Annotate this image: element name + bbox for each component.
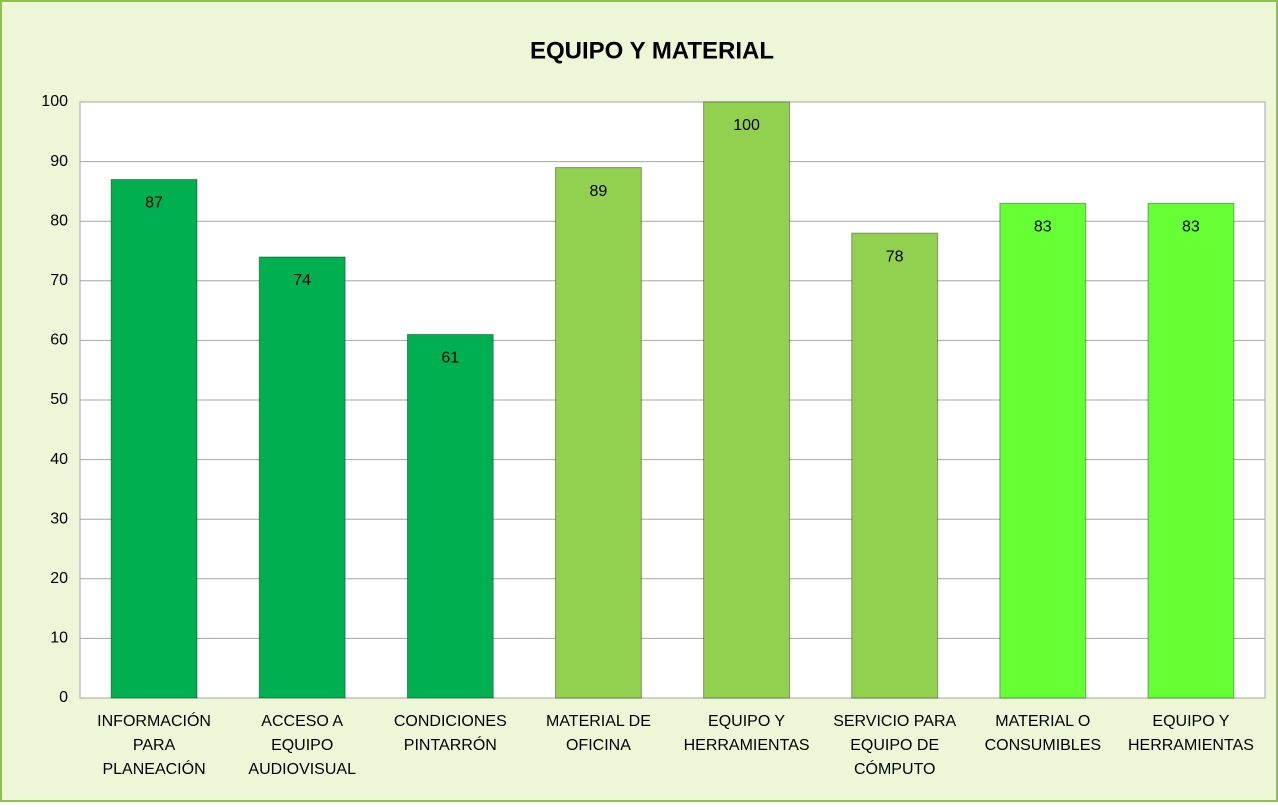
bar — [851, 232, 939, 699]
x-tick-label: INFORMACIÓN — [97, 711, 211, 730]
x-tick-label: AUDIOVISUAL — [248, 761, 356, 778]
bar — [703, 101, 791, 699]
y-tick-label: 40 — [50, 451, 68, 468]
chart-title: EQUIPO Y MATERIAL — [530, 37, 774, 64]
x-tick-label: CÓMPUTO — [854, 759, 935, 778]
x-tick-label: CONSUMIBLES — [985, 737, 1101, 754]
y-tick-label: 10 — [50, 630, 68, 647]
data-label: 83 — [1034, 219, 1052, 236]
x-tick-label: EQUIPO Y — [708, 713, 785, 730]
x-tick-label: PINTARRÓN — [404, 735, 497, 754]
data-label: 61 — [441, 350, 459, 367]
x-tick-label: MATERIAL O — [995, 713, 1090, 730]
bar — [110, 178, 198, 699]
bar — [999, 202, 1087, 699]
x-tick-label: OFICINA — [566, 737, 631, 754]
bar — [406, 333, 494, 699]
bar — [554, 167, 642, 699]
y-tick-label: 70 — [50, 272, 68, 289]
x-tick-label: SERVICIO PARA — [833, 713, 956, 730]
x-tick-label: PLANEACIÓN — [102, 759, 205, 778]
y-tick-label: 90 — [50, 153, 68, 170]
x-tick-label: MATERIAL DE — [546, 713, 651, 730]
y-tick-label: 100 — [41, 93, 68, 110]
x-tick-label: ACCESO A — [261, 713, 343, 730]
x-tick-label: EQUIPO — [271, 737, 333, 754]
data-label: 78 — [886, 248, 904, 265]
data-label: 87 — [145, 195, 163, 212]
data-label: 89 — [590, 183, 608, 200]
x-tick-label: PARA — [133, 737, 176, 754]
y-tick-label: 50 — [50, 391, 68, 408]
data-label: 100 — [733, 117, 760, 134]
y-tick-label: 20 — [50, 570, 68, 587]
x-tick-label: EQUIPO DE — [850, 737, 939, 754]
y-tick-label: 0 — [59, 689, 68, 706]
x-tick-label: CONDICIONES — [394, 713, 507, 730]
x-tick-label: HERRAMIENTAS — [684, 737, 810, 754]
y-tick-label: 60 — [50, 332, 68, 349]
x-tick-label: EQUIPO Y — [1152, 713, 1229, 730]
data-label: 74 — [293, 272, 311, 289]
data-label: 83 — [1182, 219, 1200, 236]
y-tick-label: 80 — [50, 212, 68, 229]
bar — [258, 256, 346, 699]
bar — [1147, 202, 1235, 699]
x-tick-label: HERRAMIENTAS — [1128, 737, 1254, 754]
y-tick-label: 30 — [50, 510, 68, 527]
